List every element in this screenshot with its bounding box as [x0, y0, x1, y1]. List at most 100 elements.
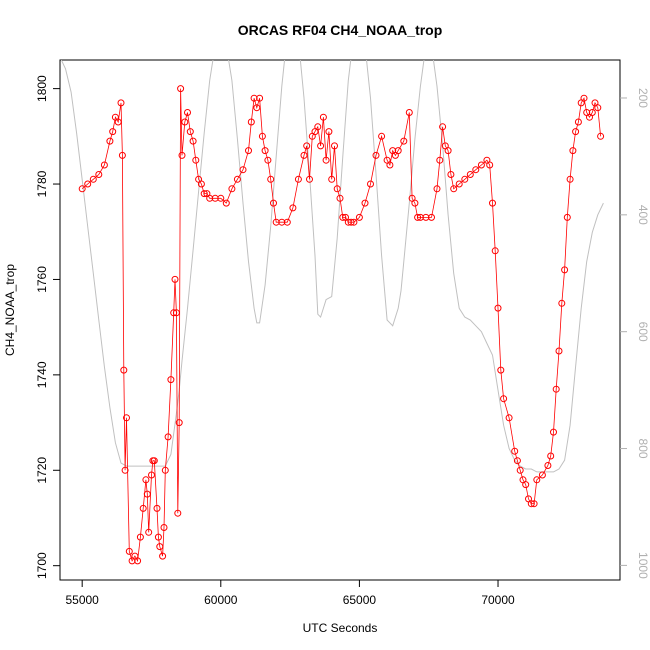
data-point [153, 504, 161, 512]
y-tick-label-1: 1720 [35, 457, 49, 484]
data-point [245, 147, 252, 155]
data-point [156, 543, 164, 551]
data-point [150, 457, 158, 465]
data-point [489, 199, 496, 207]
data-point [164, 433, 172, 441]
y-tick-label-4: 1780 [35, 170, 49, 197]
y2-tick-label-3: 800 [636, 439, 650, 459]
data-point [378, 132, 386, 140]
data-point [500, 395, 508, 403]
x-tick-label-3: 70000 [481, 593, 515, 607]
data-point [444, 147, 452, 155]
data-point [566, 175, 574, 183]
data-point [550, 428, 557, 436]
data-point [350, 218, 358, 226]
data-point [159, 552, 167, 560]
data-point [414, 213, 422, 221]
primary-series-line [81, 88, 601, 563]
data-point [386, 161, 394, 169]
data-point [143, 490, 151, 498]
data-point [114, 118, 122, 126]
y-tick-label-0: 1700 [35, 552, 49, 579]
data-point [283, 218, 291, 226]
data-point [118, 151, 126, 159]
data-point [106, 137, 114, 145]
data-point [170, 309, 178, 317]
data-point [466, 171, 474, 178]
y-axis: 1700 1720 1740 1760 1780 1800 [35, 75, 60, 579]
data-point [258, 132, 266, 140]
data-point [527, 500, 535, 508]
x-tick-label-2: 65000 [343, 593, 377, 607]
data-point [239, 166, 247, 174]
data-point [256, 94, 264, 102]
data-point [154, 533, 162, 541]
data-point [511, 447, 519, 455]
data-point [247, 118, 255, 126]
data-point [174, 509, 182, 517]
data-point [494, 304, 502, 312]
data-point [160, 524, 168, 531]
data-point [594, 104, 602, 112]
data-point [253, 104, 261, 112]
data-point [189, 137, 197, 145]
data-point [572, 128, 580, 136]
data-point [552, 385, 560, 393]
data-point [405, 109, 413, 116]
y-tick-label-5: 1800 [35, 75, 49, 102]
data-point [367, 180, 374, 188]
data-point [561, 266, 569, 274]
plot-frame [59, 59, 621, 581]
data-point [303, 142, 311, 150]
data-point [142, 476, 150, 484]
data-point [109, 128, 117, 136]
data-point [186, 128, 194, 136]
data-point [294, 175, 302, 183]
y-tick-label-3: 1760 [35, 266, 49, 293]
data-point [125, 547, 133, 555]
data-point [491, 247, 499, 255]
data-point [558, 299, 566, 307]
data-point [505, 414, 513, 422]
data-point [325, 128, 333, 136]
chart-title: ORCAS RF04 CH4_NOAA_trop [238, 22, 443, 38]
data-point [400, 137, 408, 145]
data-point [200, 190, 208, 198]
data-point [100, 161, 108, 169]
data-point [372, 151, 380, 159]
data-point [139, 504, 147, 512]
data-point [522, 481, 530, 489]
y2-tick-label-1: 400 [636, 205, 650, 225]
data-point [555, 347, 563, 355]
data-point [267, 175, 275, 183]
data-point [89, 175, 97, 183]
data-point [177, 85, 185, 93]
data-point [322, 156, 330, 164]
data-point [161, 466, 169, 474]
plot-area [60, 60, 605, 565]
data-point [171, 275, 179, 283]
secondary-series-line [60, 60, 604, 473]
data-point [123, 414, 130, 422]
data-point [217, 194, 225, 202]
y2-tick-label-0: 200 [636, 88, 650, 108]
data-point [533, 476, 541, 484]
x-axis-label: UTC Seconds [303, 621, 378, 635]
data-point [175, 419, 183, 427]
data-point [439, 123, 447, 131]
data-point [588, 109, 596, 116]
data-point [264, 156, 272, 164]
data-point [78, 185, 86, 193]
data-point [569, 147, 577, 155]
data-point [538, 471, 546, 479]
data-point [167, 376, 175, 384]
y2-tick-label-4: 1000 [636, 552, 650, 579]
data-point [148, 471, 155, 479]
data-point [513, 457, 521, 465]
data-point [192, 156, 200, 164]
data-point [222, 199, 230, 207]
x-tick-label-1: 60000 [204, 593, 238, 607]
data-point [333, 185, 341, 193]
data-point [181, 118, 189, 126]
